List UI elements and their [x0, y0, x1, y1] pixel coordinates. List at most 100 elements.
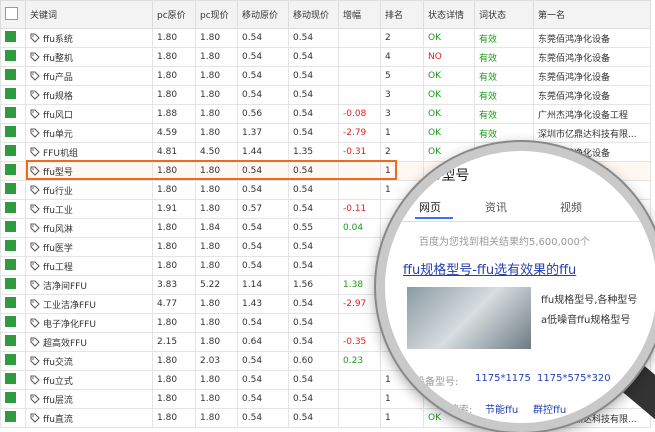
tag-icon [30, 223, 40, 233]
change: -0.31 [343, 147, 367, 157]
tag-icon [30, 147, 40, 157]
pc-original-price: 1.88 [157, 109, 178, 119]
keyword-cell: ffu立式 [25, 370, 153, 390]
select-all[interactable] [0, 0, 26, 29]
mobile-original-price-cell: 1.14 [237, 275, 289, 295]
tab[interactable]: 网页 [419, 201, 441, 214]
keyword: ffu系统 [43, 34, 73, 45]
change: 0.23 [343, 356, 364, 366]
pc-current-price: 1.80 [200, 90, 221, 100]
keyword: ffu工程 [43, 262, 73, 273]
row-checkbox[interactable] [0, 28, 26, 48]
row-checkbox[interactable] [0, 47, 26, 67]
result-title[interactable]: ffu规格型号-ffu选有效果的ffu [403, 263, 577, 278]
keyword-cell: ffu交流 [25, 351, 153, 371]
mobile-original-price: 1.43 [242, 299, 263, 309]
row-checkbox[interactable] [0, 123, 26, 143]
row-checkbox[interactable] [0, 370, 26, 390]
mobile-original-price: 1.14 [242, 280, 263, 290]
mobile-current-price: 0.54 [293, 413, 314, 423]
row-checkbox[interactable] [0, 351, 26, 371]
column-header: 排名 [380, 0, 424, 29]
pc-original-price: 1.80 [157, 413, 178, 423]
row-checkbox[interactable] [0, 332, 26, 352]
word-status-cell: 有效 [474, 28, 534, 48]
word-status-cell: 有效 [474, 123, 534, 143]
status: OK [428, 33, 441, 43]
rank: 2 [385, 147, 391, 157]
change-cell [338, 47, 381, 67]
tab[interactable]: 视频 [560, 201, 582, 214]
table-row: ffu单元 4.59 1.80 1.37 0.54 -2.79 1 OK 有效 深圳市亿鼎达科技有… [0, 123, 651, 143]
change: -2.97 [343, 299, 367, 309]
first-place: 东莞佰鸿净化设备 [538, 53, 611, 64]
row-checkbox[interactable] [0, 161, 26, 181]
search-query: FFU型号 [415, 168, 470, 184]
pc-original-price-cell: 1.80 [152, 180, 196, 200]
pc-current-price-cell: 1.80 [195, 85, 238, 105]
pc-current-price-cell: 1.80 [195, 332, 238, 352]
change-cell: 0.23 [338, 351, 381, 371]
row-checkbox[interactable] [0, 275, 26, 295]
row-checkbox[interactable] [0, 408, 26, 428]
rank-cell: 1 [380, 123, 424, 143]
row-checkbox[interactable] [0, 180, 26, 200]
row-checkbox[interactable] [0, 389, 26, 409]
mobile-current-price: 0.54 [293, 90, 314, 100]
tag-icon [30, 299, 40, 309]
table-row: ffu整机 1.80 1.80 0.54 0.54 4 NO 有效 东莞佰鸿净化设备 [0, 47, 651, 67]
tab[interactable]: 资讯 [485, 201, 507, 214]
pc-original-price-cell: 1.80 [152, 408, 196, 428]
pc-current-price-cell: 1.80 [195, 256, 238, 276]
mobile-original-price: 0.54 [242, 52, 263, 62]
keyword: ffu规格 [43, 91, 73, 102]
pc-current-price: 1.80 [200, 413, 221, 423]
mobile-current-price: 0.55 [293, 223, 314, 233]
row-checkbox[interactable] [0, 142, 26, 162]
pc-current-price: 1.80 [200, 242, 221, 252]
keyword: ffu行业 [43, 186, 73, 197]
tag-icon [30, 318, 40, 328]
highlight-box [26, 160, 397, 180]
row-checkbox[interactable] [0, 256, 26, 276]
related-link[interactable]: 节能ffu [485, 405, 519, 416]
keyword-cell: ffu整机 [25, 47, 153, 67]
row-checkbox[interactable] [0, 104, 26, 124]
pc-original-price-cell: 1.80 [152, 218, 196, 238]
mobile-original-price: 0.54 [242, 413, 263, 423]
pc-original-price-cell: 1.80 [152, 370, 196, 390]
row-checkbox[interactable] [0, 66, 26, 86]
keyword-cell: ffu单元 [25, 123, 153, 143]
tag-icon [30, 261, 40, 271]
mobile-original-price: 0.54 [242, 90, 263, 100]
row-checkbox[interactable] [0, 313, 26, 333]
row-checkbox[interactable] [0, 85, 26, 105]
mobile-current-price-cell: 0.54 [288, 123, 339, 143]
related-link[interactable]: 群控ffu [533, 405, 567, 416]
row-checkbox[interactable] [0, 199, 26, 219]
pc-original-price: 1.80 [157, 394, 178, 404]
pc-original-price-cell: 1.91 [152, 199, 196, 219]
first-place-cell: 广州杰鸿净化设备工程 [533, 104, 651, 124]
row-checkbox[interactable] [0, 294, 26, 314]
keyword-cell: ffu工业 [25, 199, 153, 219]
row-checkbox[interactable] [0, 237, 26, 257]
related-label: 相关搜索: [429, 405, 473, 416]
first-place-cell: 东莞佰鸿净化设备 [533, 28, 651, 48]
tag-icon [30, 356, 40, 366]
row-checkbox[interactable] [0, 218, 26, 238]
result-count: 百度为您找到相关结果约5,600,000个 [419, 237, 590, 248]
table-row: ffu系统 1.80 1.80 0.54 0.54 2 OK 有效 东莞佰鸿净化设备 [0, 28, 651, 48]
mobile-current-price: 1.35 [293, 147, 314, 157]
keyword: ffu工业 [43, 205, 73, 216]
mobile-original-price-cell: 0.54 [237, 389, 289, 409]
word-status: 有效 [479, 72, 498, 83]
mobile-current-price: 0.54 [293, 318, 314, 328]
mobile-original-price: 0.54 [242, 375, 263, 385]
pc-current-price: 1.84 [200, 223, 221, 233]
spec: 1175*575*320 [537, 373, 611, 384]
keyword: 电子净化FFU [43, 319, 96, 330]
mobile-current-price: 0.54 [293, 261, 314, 271]
pc-original-price: 4.59 [157, 128, 178, 138]
pc-current-price-cell: 1.80 [195, 313, 238, 333]
